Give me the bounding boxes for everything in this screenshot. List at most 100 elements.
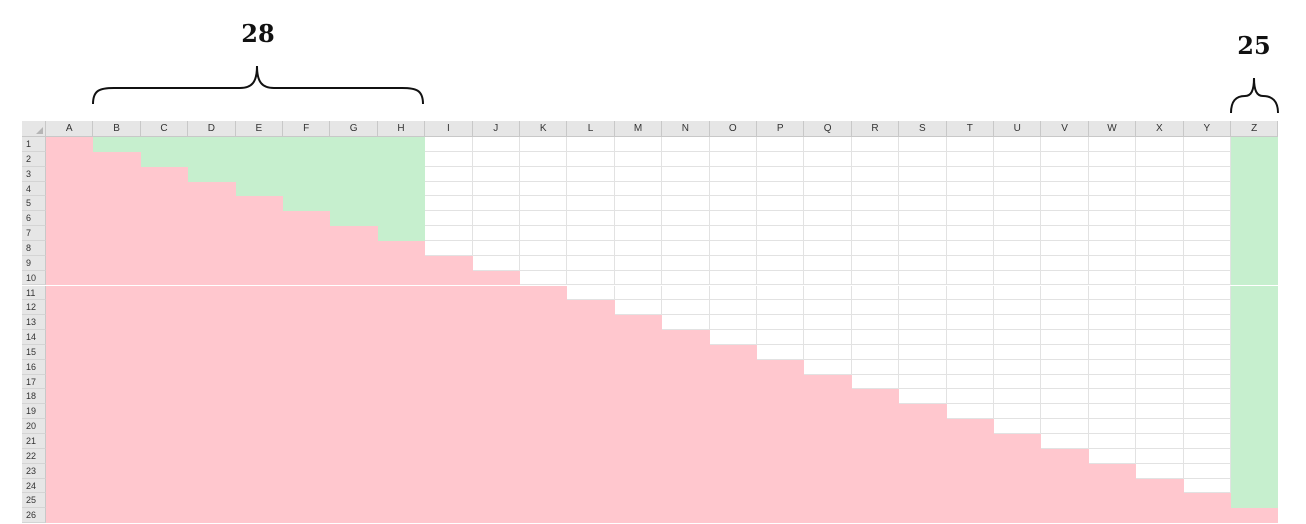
cell-D18[interactable]	[188, 389, 236, 405]
cell-Y3[interactable]	[1183, 166, 1231, 182]
cell-W21[interactable]	[1088, 434, 1137, 449]
cell-R20[interactable]	[851, 419, 900, 434]
cell-R11[interactable]	[851, 285, 900, 301]
cell-T21[interactable]	[946, 434, 994, 449]
cell-R5[interactable]	[851, 196, 900, 212]
cell-L6[interactable]	[567, 211, 615, 227]
cell-V11[interactable]	[1041, 285, 1089, 301]
cell-Q11[interactable]	[804, 285, 852, 301]
cell-V22[interactable]	[1041, 448, 1089, 464]
cell-J4[interactable]	[472, 181, 520, 197]
cell-S23[interactable]	[899, 463, 947, 479]
cell-F23[interactable]	[283, 463, 331, 479]
cell-D10[interactable]	[188, 270, 236, 286]
cell-H19[interactable]	[377, 404, 426, 420]
cell-V18[interactable]	[1041, 389, 1089, 405]
column-header-R[interactable]: R	[851, 121, 900, 137]
cell-G12[interactable]	[330, 300, 378, 316]
cell-V26[interactable]	[1041, 508, 1089, 524]
cell-M13[interactable]	[614, 315, 663, 331]
cell-I19[interactable]	[425, 404, 473, 420]
cell-L24[interactable]	[567, 478, 615, 494]
cell-S19[interactable]	[899, 404, 947, 420]
cell-W6[interactable]	[1088, 211, 1137, 227]
cell-D22[interactable]	[188, 448, 236, 464]
cell-N24[interactable]	[662, 478, 710, 494]
cell-N7[interactable]	[662, 226, 710, 241]
cell-A17[interactable]	[46, 374, 94, 390]
cell-O20[interactable]	[709, 419, 757, 434]
cell-T19[interactable]	[946, 404, 994, 420]
cell-D11[interactable]	[188, 285, 236, 301]
cell-R24[interactable]	[851, 478, 900, 494]
cell-S13[interactable]	[899, 315, 947, 331]
cell-F8[interactable]	[283, 240, 331, 256]
cell-T4[interactable]	[946, 181, 994, 197]
cell-D21[interactable]	[188, 434, 236, 449]
cell-M6[interactable]	[614, 211, 663, 227]
cell-C10[interactable]	[140, 270, 189, 286]
cell-P11[interactable]	[757, 285, 805, 301]
cell-Y14[interactable]	[1183, 330, 1231, 345]
cell-O24[interactable]	[709, 478, 757, 494]
cell-Q8[interactable]	[804, 240, 852, 256]
cell-U3[interactable]	[994, 166, 1042, 182]
cell-W7[interactable]	[1088, 226, 1137, 241]
cell-H2[interactable]	[377, 151, 426, 167]
cell-H20[interactable]	[377, 419, 426, 434]
cell-E4[interactable]	[235, 181, 283, 197]
cell-K14[interactable]	[520, 330, 568, 345]
cell-K13[interactable]	[520, 315, 568, 331]
cell-I3[interactable]	[425, 166, 473, 182]
cell-G8[interactable]	[330, 240, 378, 256]
cell-J7[interactable]	[472, 226, 520, 241]
cell-F26[interactable]	[283, 508, 331, 524]
cell-Q24[interactable]	[804, 478, 852, 494]
cell-J23[interactable]	[472, 463, 520, 479]
cell-C2[interactable]	[140, 151, 189, 167]
cell-W16[interactable]	[1088, 359, 1137, 375]
cell-Q6[interactable]	[804, 211, 852, 227]
cell-Y19[interactable]	[1183, 404, 1231, 420]
cell-U2[interactable]	[994, 151, 1042, 167]
cell-H16[interactable]	[377, 359, 426, 375]
cell-C9[interactable]	[140, 255, 189, 271]
cell-T18[interactable]	[946, 389, 994, 405]
cell-R17[interactable]	[851, 374, 900, 390]
cell-M8[interactable]	[614, 240, 663, 256]
cell-S25[interactable]	[899, 493, 947, 509]
cell-J5[interactable]	[472, 196, 520, 212]
cell-Z11[interactable]	[1231, 285, 1279, 301]
cell-A19[interactable]	[46, 404, 94, 420]
cell-T20[interactable]	[946, 419, 994, 434]
cell-S14[interactable]	[899, 330, 947, 345]
row-header-5[interactable]: 5	[22, 196, 46, 212]
column-header-O[interactable]: O	[709, 121, 757, 137]
cell-N8[interactable]	[662, 240, 710, 256]
cell-Y18[interactable]	[1183, 389, 1231, 405]
column-header-S[interactable]: S	[899, 121, 947, 137]
cell-N20[interactable]	[662, 419, 710, 434]
cell-G15[interactable]	[330, 344, 378, 360]
cell-M20[interactable]	[614, 419, 663, 434]
column-header-U[interactable]: U	[994, 121, 1042, 137]
cell-E1[interactable]	[235, 137, 283, 152]
cell-S3[interactable]	[899, 166, 947, 182]
cell-F9[interactable]	[283, 255, 331, 271]
cell-Z1[interactable]	[1231, 137, 1279, 152]
cell-O9[interactable]	[709, 255, 757, 271]
cell-J17[interactable]	[472, 374, 520, 390]
column-header-Q[interactable]: Q	[804, 121, 852, 137]
cell-L5[interactable]	[567, 196, 615, 212]
cell-F7[interactable]	[283, 226, 331, 241]
select-all-corner[interactable]	[22, 121, 46, 137]
cell-R23[interactable]	[851, 463, 900, 479]
cell-N13[interactable]	[662, 315, 710, 331]
cell-B13[interactable]	[93, 315, 141, 331]
cell-A26[interactable]	[46, 508, 94, 524]
row-header-26[interactable]: 26	[22, 508, 46, 524]
row-header-13[interactable]: 13	[22, 315, 46, 331]
cell-K20[interactable]	[520, 419, 568, 434]
cell-E19[interactable]	[235, 404, 283, 420]
cell-T24[interactable]	[946, 478, 994, 494]
